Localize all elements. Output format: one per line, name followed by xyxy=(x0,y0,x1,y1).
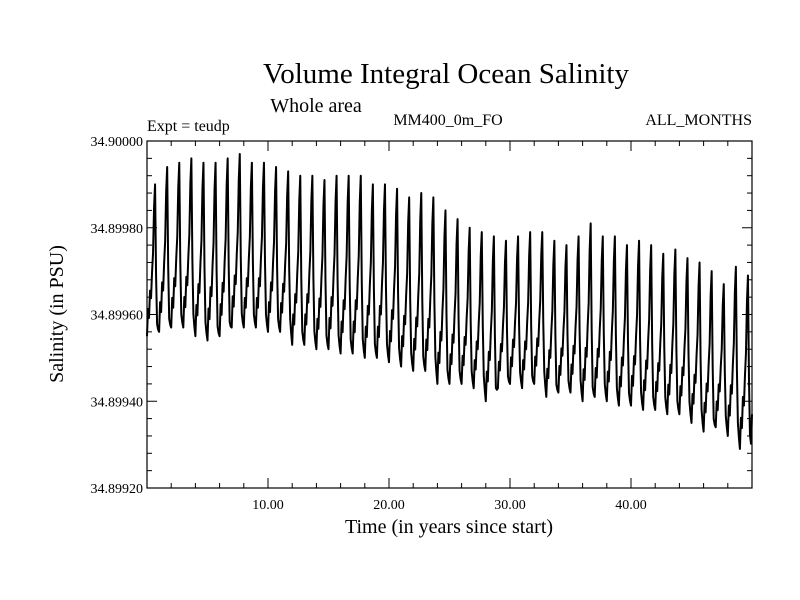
y-axis: 34.89920 34.89940 34.89960 34.89980 34.90000 xyxy=(91,135,752,497)
x-tick-label: 10.00 xyxy=(252,498,284,513)
x-axis: 10.00 20.00 30.00 40.00 xyxy=(170,141,729,513)
y-tick-label: 34.89980 xyxy=(91,222,144,237)
y-tick-label: 34.89940 xyxy=(91,395,144,410)
months-label: ALL_MONTHS xyxy=(645,112,752,129)
x-axis-label: Time (in years since start) xyxy=(345,516,553,538)
y-axis-label: Salinity (in PSU) xyxy=(46,245,68,383)
x-tick-label: 30.00 xyxy=(494,498,526,513)
run-label: MM400_0m_FO xyxy=(393,112,502,129)
series-line xyxy=(146,153,753,450)
x-tick-label: 40.00 xyxy=(615,498,647,513)
x-tick-label: 20.00 xyxy=(373,498,405,513)
y-tick-label: 34.90000 xyxy=(91,135,144,150)
y-tick-label: 34.89960 xyxy=(91,309,144,324)
experiment-label: Expt = teudp xyxy=(147,118,230,135)
plot-frame xyxy=(146,140,753,489)
chart-subtitle: Whole area xyxy=(270,95,362,117)
chart-title: Volume Integral Ocean Salinity xyxy=(263,58,629,90)
y-tick-label: 34.89920 xyxy=(91,482,144,497)
